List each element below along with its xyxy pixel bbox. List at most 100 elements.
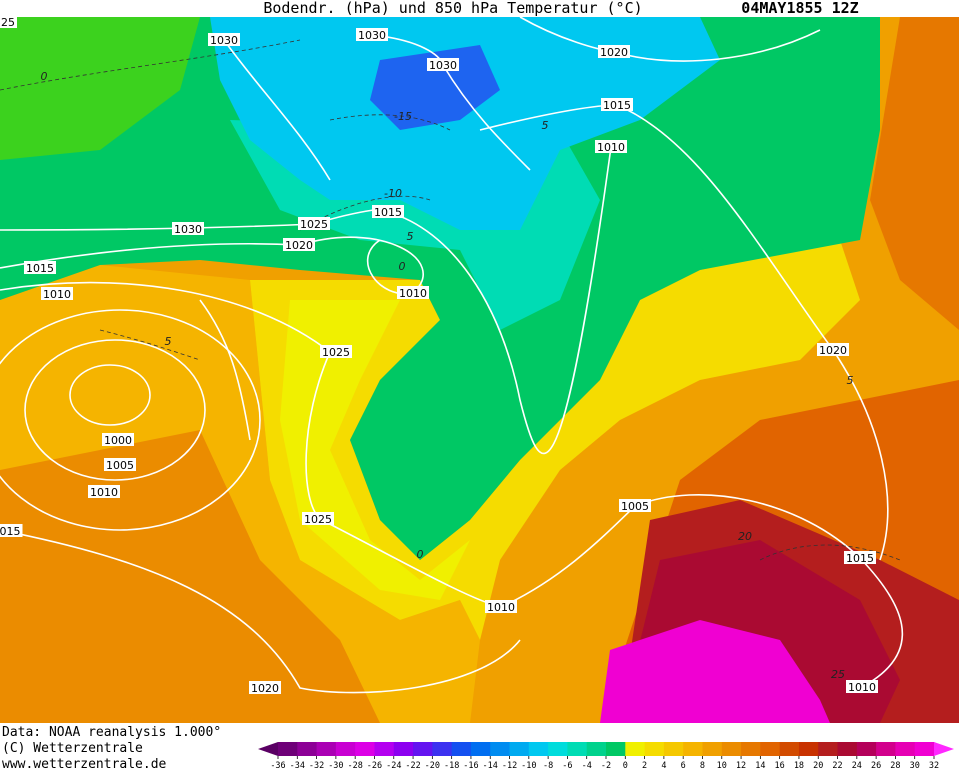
isobar-label: 1025 (304, 513, 332, 526)
legend-swatch (586, 742, 607, 756)
legend-label: -8 (543, 761, 553, 770)
isobar-label-box (0, 524, 23, 537)
legend-swatch (509, 742, 530, 756)
isobar (0, 309, 261, 531)
temperature-label: 5 (165, 335, 172, 348)
legend-swatch (702, 742, 723, 756)
contour (759, 544, 901, 561)
temperature-label: -15 (394, 110, 412, 123)
legend-swatch (278, 742, 298, 756)
isobar-label-box (817, 343, 849, 356)
legend-swatch (683, 742, 703, 756)
isobar-label-box (320, 345, 352, 358)
legend-swatch (567, 742, 588, 756)
warm-area (0, 430, 380, 723)
legend-swatch (413, 742, 433, 756)
isobar-label: 1030 (210, 34, 238, 47)
legend-swatch (606, 742, 626, 756)
temperature-label: 0 (417, 548, 424, 561)
legend-label: 0 (623, 761, 628, 770)
contour (99, 329, 201, 361)
contour (329, 114, 451, 131)
legend-swatch (779, 742, 800, 756)
temperature-label: 25 (831, 668, 845, 681)
legend-label: 16 (775, 761, 785, 770)
isobar-label-box (601, 98, 633, 111)
isobar-label-box (283, 238, 315, 251)
isobar-label-box (172, 222, 204, 235)
legend-label: 24 (852, 761, 862, 770)
legend-label: -6 (562, 761, 572, 770)
legend-label: 14 (755, 761, 765, 770)
isobar-label: 015 (0, 525, 21, 538)
isobar-label-box (24, 261, 56, 274)
legend-label: -30 (328, 761, 343, 770)
isobar-label: 1015 (603, 99, 631, 112)
legend-swatch (451, 742, 472, 756)
isobar-label-box (844, 551, 876, 564)
isobar-label: 1030 (174, 223, 202, 236)
isobar-label: 1010 (43, 288, 71, 301)
isobar-label: 1020 (600, 46, 628, 59)
isobar-label: 1015 (374, 206, 402, 219)
isobar-label: 1005 (621, 500, 649, 513)
legend-label: -34 (290, 761, 305, 770)
isobar-label-box (846, 680, 878, 693)
legend-swatch (374, 742, 395, 756)
legend-label: -18 (444, 761, 459, 770)
legend-label: 2 (642, 761, 647, 770)
legend-swatch (316, 742, 337, 756)
isobar-label: 1010 (487, 601, 515, 614)
hot-area (870, 17, 959, 330)
isobar-label-box (485, 600, 517, 613)
legend-swatch (355, 742, 375, 756)
legend-label: -14 (483, 761, 498, 770)
legend-label: 4 (661, 761, 666, 770)
temperature-label: 0 (41, 70, 48, 83)
legend-swatch (741, 742, 761, 756)
isobar-label-box (298, 217, 330, 230)
legend-swatch (876, 742, 896, 756)
legend-swatch (625, 742, 646, 756)
isobar (479, 104, 889, 561)
legend-swatch (470, 742, 491, 756)
legend-label: 8 (700, 761, 705, 770)
cool-area (0, 17, 200, 160)
cold-area (210, 17, 720, 230)
legend-swatch (548, 742, 568, 756)
isobar-label: 1020 (251, 682, 279, 695)
legend-swatch (644, 742, 665, 756)
legend-swatch (895, 742, 916, 756)
legend-label: -12 (502, 761, 517, 770)
legend-label: -16 (463, 761, 478, 770)
legend-label: 12 (736, 761, 746, 770)
legend-label: 18 (794, 761, 804, 770)
legend-label: 6 (681, 761, 686, 770)
cool-area (0, 17, 880, 560)
isobar (69, 364, 151, 426)
legend-label: 22 (832, 761, 842, 770)
legend-swatch (335, 742, 356, 756)
isobar-label: 1010 (597, 141, 625, 154)
temperature-label: -10 (384, 187, 402, 200)
legend-label: -22 (405, 761, 420, 770)
temperature-label: 0 (399, 260, 406, 273)
isobar (0, 236, 424, 295)
isobar-label-box (249, 681, 281, 694)
header-bar (0, 0, 959, 17)
legend-label: -28 (347, 761, 362, 770)
isobar-label-box (595, 140, 627, 153)
very-cold-area (370, 45, 500, 130)
legend-swatch (837, 742, 858, 756)
legend-swatch (297, 742, 318, 756)
legend-swatch (818, 742, 839, 756)
isobar-label-box (619, 499, 651, 512)
legend-swatch (721, 742, 742, 756)
color-legend: -36 -34 -32 -30 -28 -26 -24 -22 -20 -18 -16 -14 -12-… (258, 742, 954, 770)
contour (299, 195, 431, 231)
isobar-label-box (0, 15, 17, 28)
legend-swatch (393, 742, 414, 756)
legend-label: 10 (717, 761, 727, 770)
isobar-labels: 25 1030 1030 1030 1020 1015 1010 1015 1025 1020 10… (0, 15, 878, 695)
